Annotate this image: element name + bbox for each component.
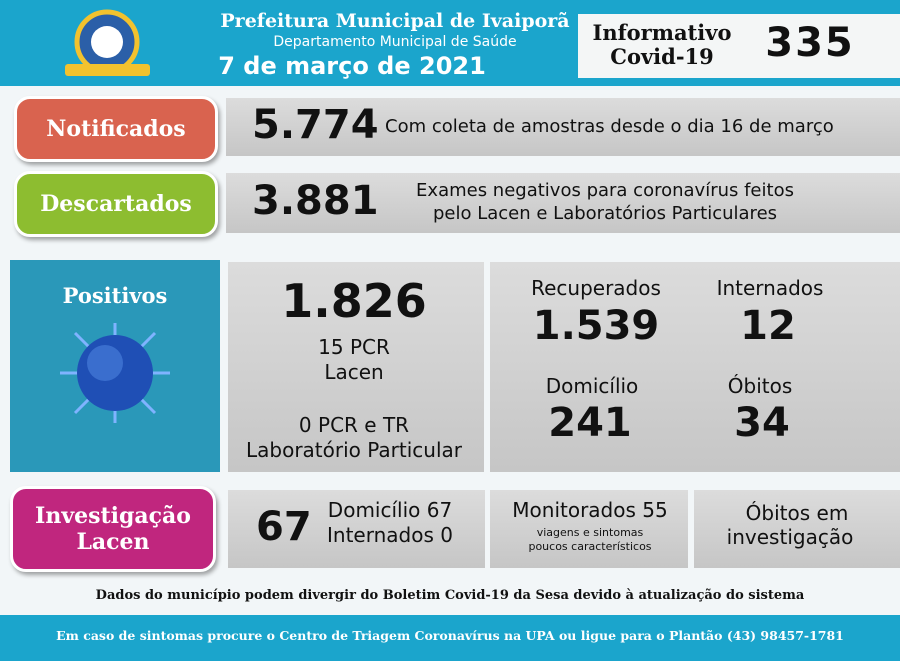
panel [490, 490, 688, 568]
bulletin-number: 335 [765, 20, 855, 66]
text: Lacen [324, 360, 384, 384]
info-line: Covid-19 [610, 44, 714, 69]
value: 1.826 [281, 274, 427, 328]
note: Exames negativos para coronavírus feitos [416, 180, 794, 201]
text: Monitorados 55 [512, 498, 668, 522]
bottom-band [0, 615, 900, 661]
panel [226, 173, 900, 233]
text: Internados 0 [327, 523, 453, 547]
panel [694, 490, 900, 568]
note: pelo Lacen e Laboratórios Particulares [432, 203, 778, 224]
notificados-pill: Notificados [14, 96, 218, 162]
investigacao-pill: Investigação Lacen [10, 486, 216, 572]
panel [228, 262, 484, 472]
descartados-pill: Descartados [14, 171, 218, 237]
text: investigação [726, 525, 854, 549]
label: Recuperados [531, 276, 661, 300]
value: 5.774 [252, 102, 379, 148]
text: 15 PCR [318, 335, 390, 359]
date: 7 de março de 2021 [218, 52, 486, 80]
label: Lacen [76, 529, 150, 555]
value: 34 [734, 400, 790, 446]
logo [65, 9, 150, 76]
value: 3.881 [252, 178, 379, 224]
info-line: Informativo [592, 20, 732, 45]
text: 0 PCR e TR [298, 413, 410, 437]
label: Investigação [35, 503, 191, 529]
value: 1.539 [532, 303, 660, 349]
text: poucos característicos [528, 540, 652, 553]
label: Internados [716, 276, 824, 300]
value: 67 [256, 504, 312, 550]
text: Laboratório Particular [245, 438, 463, 462]
footer-note: Dados do município podem divergir do Bol… [95, 588, 805, 603]
info-box [578, 14, 900, 78]
label: Óbitos [727, 374, 793, 398]
virus-icon [60, 323, 170, 423]
text: Domicílio 67 [327, 498, 453, 522]
positivos-label: Positivos [62, 283, 168, 308]
value: 241 [548, 400, 632, 446]
subtitle: Departamento Municipal de Saúde [273, 34, 517, 50]
panel [226, 98, 900, 156]
value: 12 [740, 303, 796, 349]
panel [490, 262, 900, 472]
label: Domicílio [545, 374, 639, 398]
panel [228, 490, 485, 568]
text: viagens e sintomas [536, 526, 644, 539]
text: Óbitos em [745, 501, 849, 525]
title: Prefeitura Municipal de Ivaiporã [220, 10, 570, 32]
bottom-text: Em caso de sintomas procure o Centro de … [56, 628, 844, 643]
note: Com coleta de amostras desde o dia 16 de… [385, 116, 834, 137]
